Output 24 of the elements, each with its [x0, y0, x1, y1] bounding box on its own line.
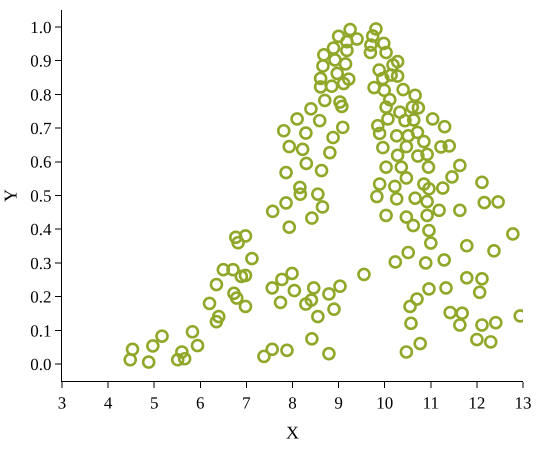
- x-axis-title: X: [286, 422, 299, 443]
- x-tick-label: 12: [468, 394, 486, 412]
- y-tick-label: 0.3: [30, 254, 52, 273]
- x-tick-label: 4: [104, 394, 113, 412]
- x-tick-label: 9: [334, 394, 343, 412]
- y-tick-label: 0.5: [30, 186, 52, 206]
- x-tick-label: 10: [376, 394, 394, 412]
- y-tick-label: 0.8: [30, 85, 52, 104]
- x-tick-label: 6: [196, 394, 205, 412]
- y-tick-label: 0.7: [30, 119, 52, 138]
- y-tick-label: 0.4: [30, 220, 52, 240]
- y-tick-label: 0.9: [30, 52, 52, 71]
- y-tick-label: 0.1: [30, 321, 52, 340]
- x-tick-label: 3: [58, 394, 66, 412]
- x-tick-label: 11: [422, 394, 439, 412]
- y-tick-label: 0.6: [30, 152, 52, 172]
- x-tick-label: 13: [514, 394, 532, 412]
- x-tick-label: 5: [150, 394, 158, 412]
- y-tick-label: 1.0: [30, 18, 52, 37]
- x-tick-label: 8: [288, 394, 297, 412]
- y-tick-label: 0.2: [30, 288, 52, 307]
- y-axis-title: Y: [0, 189, 20, 202]
- x-tick-label: 7: [242, 394, 252, 412]
- y-tick-label: 0.0: [30, 355, 52, 374]
